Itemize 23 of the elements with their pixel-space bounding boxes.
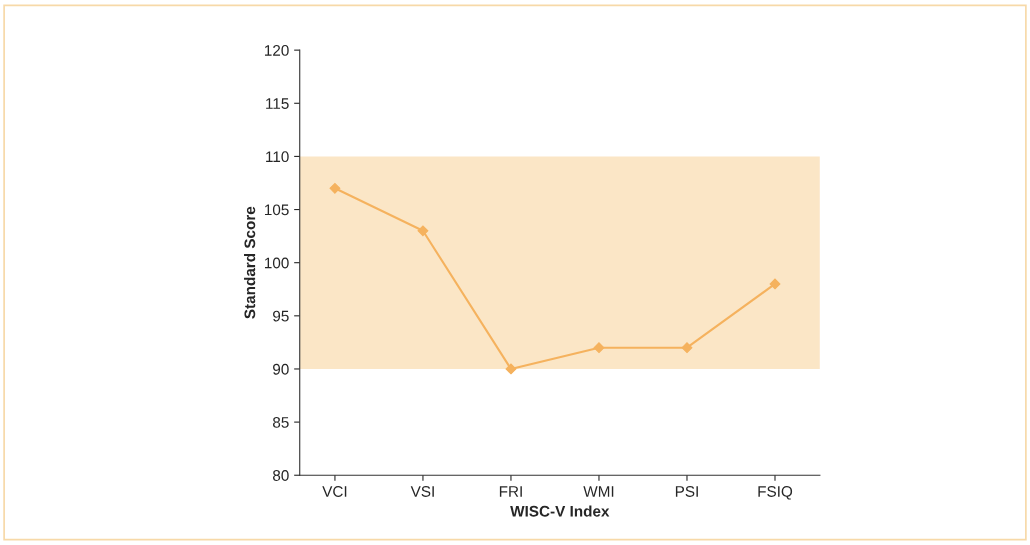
x-tick-label: VCI xyxy=(322,486,347,497)
y-axis-title: Standard Score xyxy=(244,206,256,319)
y-tick-label: 115 xyxy=(266,98,289,109)
point xyxy=(593,342,605,354)
y-tick-label: 85 xyxy=(272,416,289,428)
y-tick-label: 90 xyxy=(273,363,289,375)
point xyxy=(505,363,517,375)
x-tick-label: FSIQ xyxy=(758,486,793,500)
x-tick-label: WMI xyxy=(583,486,614,497)
y-tick-label: 95 xyxy=(273,310,289,322)
point xyxy=(681,342,693,354)
x-tick-label: PSI xyxy=(675,486,698,497)
y-tick-label: 80 xyxy=(272,470,289,481)
point xyxy=(417,225,429,237)
y-tick-label: 120 xyxy=(264,45,289,56)
y-tick-label: 110 xyxy=(266,151,289,163)
x-tick-label: FRI xyxy=(499,486,522,497)
point xyxy=(329,182,341,194)
x-axis-title: WISC-V Index xyxy=(510,505,610,517)
point xyxy=(769,278,781,290)
y-tick-label: 100 xyxy=(264,257,289,269)
y-tick-label: 105 xyxy=(264,204,289,216)
x-tick-label: VSI xyxy=(410,486,434,497)
